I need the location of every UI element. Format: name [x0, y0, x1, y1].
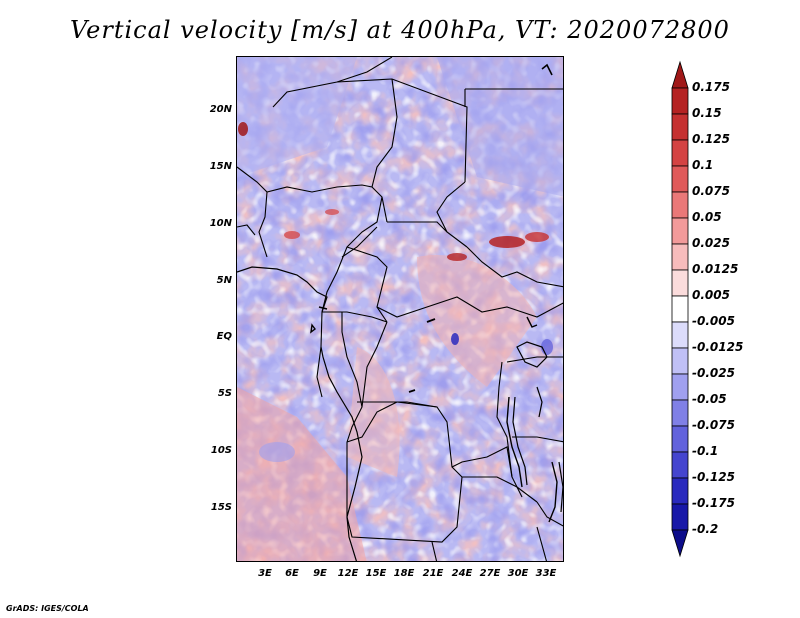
- lon-label: 21E: [422, 568, 444, 579]
- colorbar-label: 0.05: [692, 210, 722, 224]
- lat-label: 10S: [210, 445, 232, 456]
- colorbar-swatch: [671, 321, 689, 349]
- colorbar-swatch: [671, 399, 689, 427]
- colorbar-swatch: [671, 295, 689, 323]
- lon-label: 6E: [285, 568, 299, 579]
- map-title: Vertical velocity [m/s] at 400hPa, VT: 2…: [70, 16, 730, 44]
- colorbar-swatch: [671, 139, 689, 167]
- lon-label: 15E: [365, 568, 387, 579]
- lat-label: 15N: [209, 161, 232, 172]
- colorbar-label: 0.175: [692, 80, 730, 94]
- colorbar-swatch: [671, 503, 689, 531]
- lon-label: 33E: [535, 568, 557, 579]
- colorbar-swatch: [671, 87, 689, 115]
- field-regional-patches: [237, 57, 563, 561]
- colorbar-swatch: [671, 269, 689, 297]
- colorbar-label: -0.175: [692, 496, 735, 510]
- colorbar-swatch: [671, 347, 689, 375]
- colorbar-swatch: [671, 243, 689, 271]
- colorbar-label: 0.005: [692, 288, 730, 302]
- colorbar-swatch: [671, 217, 689, 245]
- colorbar-swatch: [671, 529, 689, 558]
- map-panel: [236, 56, 564, 562]
- lon-label: 18E: [393, 568, 415, 579]
- colorbar-label: -0.125: [692, 470, 735, 484]
- country-borders: [237, 57, 563, 561]
- colorbar-label: 0.0125: [692, 262, 739, 276]
- lat-label: 10N: [209, 218, 232, 229]
- lat-label: EQ: [216, 331, 232, 342]
- lon-label: 24E: [451, 568, 473, 579]
- colorbar-label: -0.005: [692, 314, 735, 328]
- grads-credit: GrADS: IGES/COLA: [6, 604, 89, 613]
- coastline: [237, 266, 363, 561]
- colorbar-label: -0.05: [692, 392, 727, 406]
- colorbar-swatch: [671, 165, 689, 193]
- colorbar-label: -0.075: [692, 418, 735, 432]
- lon-label: 30E: [507, 568, 529, 579]
- lon-label: 27E: [479, 568, 501, 579]
- colorbar-swatch: [671, 191, 689, 219]
- colorbar-swatch: [671, 477, 689, 505]
- colorbar-swatch: [671, 425, 689, 453]
- lat-label: 20N: [209, 104, 232, 115]
- lat-label: 15S: [210, 502, 232, 513]
- lat-label: 5S: [217, 388, 232, 399]
- colorbar-label: -0.1: [692, 444, 719, 458]
- colorbar-label: -0.2: [692, 522, 719, 536]
- colorbar-label: 0.075: [692, 184, 730, 198]
- colorbar-swatch: [671, 113, 689, 141]
- vertical-velocity-field: [237, 57, 563, 561]
- colorbar-swatch: [671, 60, 689, 89]
- great-lakes: [408, 63, 563, 523]
- lon-label: 12E: [337, 568, 359, 579]
- lon-label: 9E: [313, 568, 327, 579]
- colorbar-swatch: [671, 373, 689, 401]
- colorbar-label: 0.125: [692, 132, 730, 146]
- colorbar-label: 0.15: [692, 106, 722, 120]
- lat-label: 5N: [216, 275, 232, 286]
- colorbar-label: 0.025: [692, 236, 730, 250]
- colorbar-swatches: [671, 60, 689, 558]
- field-intense-cells: [238, 122, 553, 462]
- colorbar-label: -0.0125: [692, 340, 744, 354]
- colorbar-swatch: [671, 451, 689, 479]
- lon-label: 3E: [258, 568, 272, 579]
- colorbar-label: 0.1: [692, 158, 714, 172]
- colorbar-label: -0.025: [692, 366, 735, 380]
